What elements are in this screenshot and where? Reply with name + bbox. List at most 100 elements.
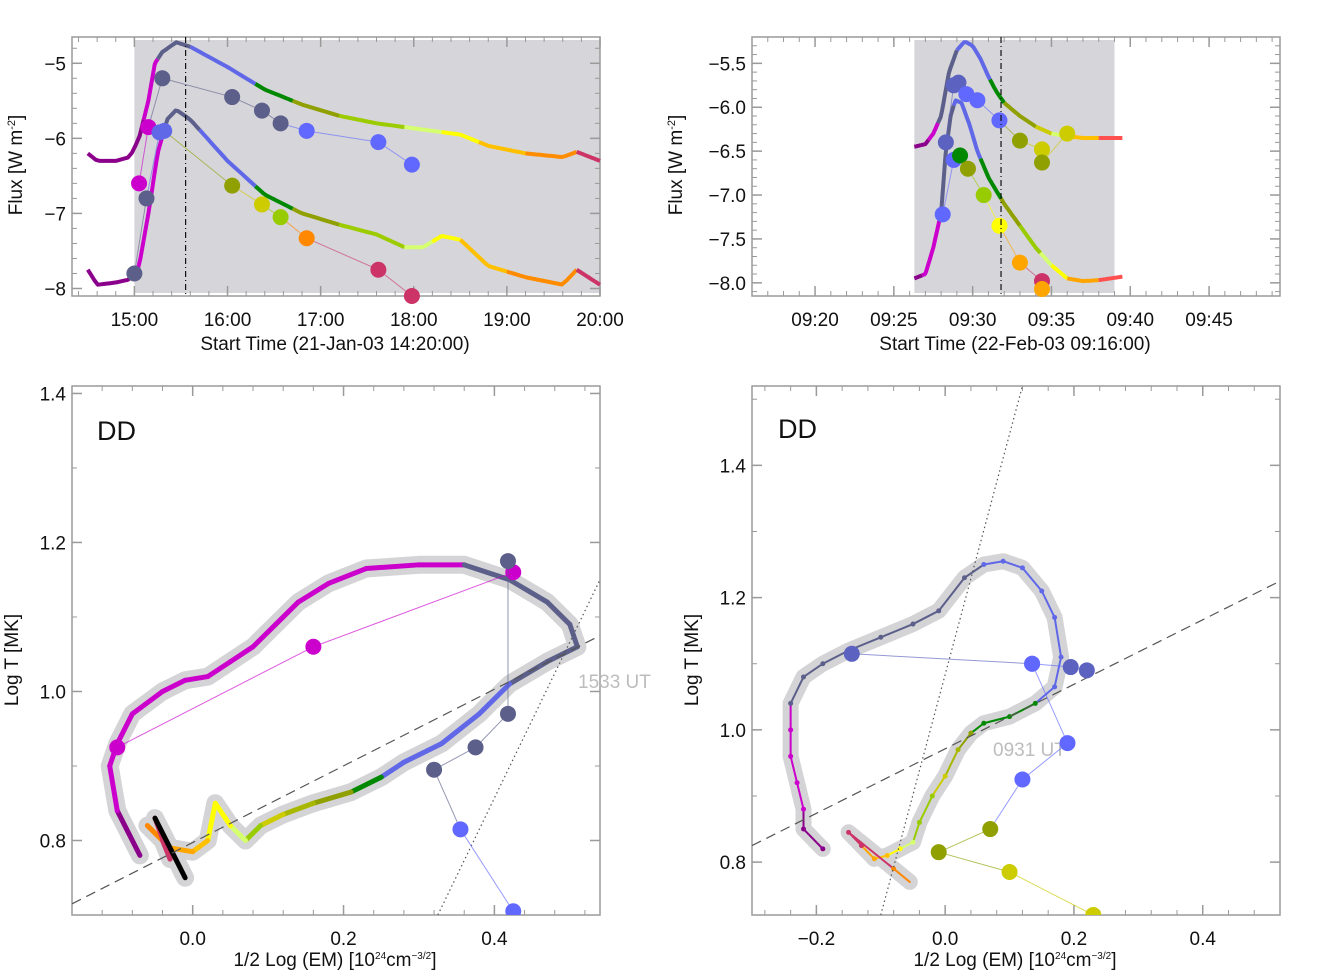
x-tick-label: 20:00 [576, 310, 624, 331]
data-marker [253, 196, 270, 213]
data-marker [452, 821, 469, 838]
upper-flux-segment [338, 113, 405, 130]
y-tick-label: 1.0 [40, 682, 66, 703]
track-segment [544, 599, 573, 627]
marker-connector [133, 198, 147, 274]
y-tick-label: −6.0 [708, 98, 746, 119]
track-segment [160, 677, 188, 694]
upper-flux-segment [525, 150, 578, 159]
y-axis-title: Flux [W m-2] [6, 115, 27, 216]
track-segment [911, 609, 940, 626]
upper-flux-segment [913, 138, 931, 149]
data-marker [1034, 141, 1051, 158]
data-marker [467, 739, 484, 756]
data-marker [1001, 864, 1018, 881]
x-tick-label: 09:45 [1185, 310, 1233, 331]
plot-area [72, 553, 600, 915]
track-segment [114, 711, 135, 747]
lower-flux-segment [1038, 251, 1053, 267]
upper-flux-segment [1002, 101, 1037, 129]
plot-frame [751, 385, 1281, 916]
track-segment [931, 775, 947, 797]
track-point [788, 753, 794, 759]
track-segment [152, 815, 188, 881]
marker-connector [989, 779, 1023, 830]
marker-connector [460, 829, 514, 912]
lower-flux-segment [132, 135, 165, 274]
marker-connector [162, 77, 233, 98]
track-point [794, 780, 800, 786]
x-tick-label: 18:00 [390, 310, 438, 331]
track-segment [227, 644, 256, 665]
lower-flux-segment [575, 268, 602, 287]
track-segment [190, 837, 211, 855]
data-marker [1034, 154, 1051, 171]
data-marker [975, 187, 992, 204]
x-tick-label: −0.2 [798, 929, 836, 950]
upper-flux-segment [955, 40, 992, 81]
marker-connector [1009, 871, 1094, 915]
track-point [942, 773, 948, 779]
data-marker [126, 265, 143, 282]
track-segment [242, 823, 264, 843]
track-point [788, 700, 794, 706]
y-tick-label: −8.0 [708, 274, 746, 295]
track-segment [802, 662, 824, 678]
upper-flux-segment [254, 82, 294, 103]
data-marker [991, 217, 1008, 234]
flux-panel-jan: Start Time (21-Jan-03 14:20:00) Flux [W … [6, 36, 624, 355]
track-point [936, 608, 942, 614]
y-axis-title: Flux [W m-2] [666, 115, 687, 216]
data-marker [969, 92, 986, 109]
x-axis-title: Start Time (21-Jan-03 14:20:00) [200, 334, 469, 355]
data-marker [109, 739, 126, 756]
data-marker [1011, 254, 1028, 271]
track-point [916, 819, 922, 825]
data-marker [253, 102, 270, 119]
track-segment [401, 741, 445, 765]
track-segment [789, 755, 799, 784]
track-point [910, 621, 916, 627]
track-segment [963, 563, 985, 579]
track-point [820, 846, 826, 852]
track-segment [258, 811, 286, 829]
track-segment [107, 763, 120, 814]
track-segment [439, 711, 482, 747]
track-segment [476, 681, 512, 717]
track-segment [937, 576, 966, 612]
lower-flux-segment [978, 157, 1003, 200]
data-marker [930, 844, 947, 861]
track-segment [892, 867, 911, 883]
temp-em-panel-jan: DD 1533 UT 1/2 Log (EM) [1024cm−3/2] Log… [2, 384, 651, 971]
track-point [1052, 684, 1058, 690]
data-marker [499, 705, 516, 722]
lower-flux-segment [198, 128, 257, 188]
track-segment [461, 562, 512, 583]
track-segment [205, 659, 233, 680]
track-point [871, 856, 877, 862]
track-point [891, 866, 897, 872]
track-segment [348, 774, 384, 795]
data-marker [156, 122, 173, 139]
y-tick-label: 0.8 [40, 831, 66, 852]
upper-flux-segment [291, 98, 340, 118]
track-halo [782, 553, 1070, 890]
upper-flux-segment [478, 140, 526, 156]
marker-connector [851, 653, 1033, 665]
y-tick-label: −6.5 [708, 142, 746, 163]
track-segment [911, 821, 921, 844]
temp-em-panel-feb: DD 0931 UT 1/2 Log (EM) [1024cm−3/2] Log… [682, 385, 1281, 971]
marker-connector [945, 85, 955, 143]
data-marker [1085, 907, 1102, 915]
y-axis-title: Log T [MK] [682, 614, 703, 706]
track-segment [325, 566, 369, 586]
lower-flux-segment [431, 234, 461, 244]
lower-flux-segment [1098, 274, 1123, 283]
track-segment [1034, 685, 1056, 705]
track-point [846, 829, 852, 835]
data-marker [991, 112, 1008, 129]
lower-flux-segment [1050, 263, 1069, 280]
marker-connector [306, 130, 379, 143]
data-marker [272, 209, 289, 226]
